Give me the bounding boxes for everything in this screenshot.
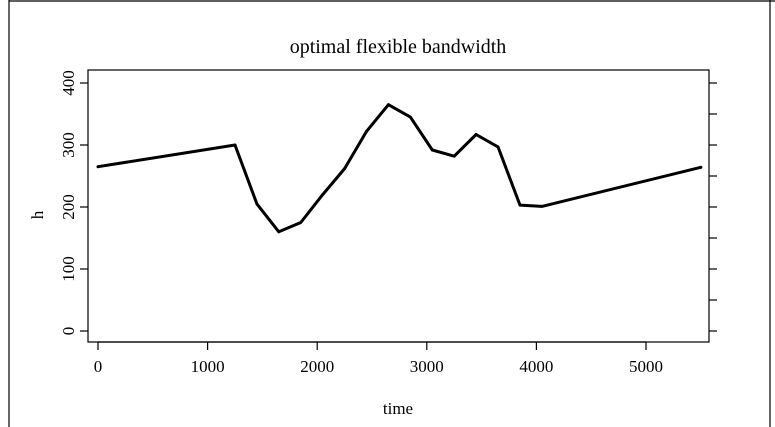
data-point [233,143,237,147]
x-tick-label: 5000 [629,357,663,376]
data-point [518,203,522,207]
data-point [408,115,412,119]
data-point [343,167,346,170]
data-point [321,193,325,197]
y-tick-label: 400 [59,70,78,96]
data-point [540,204,544,208]
x-tick-label: 3000 [410,357,444,376]
y-tick-label: 0 [59,327,78,336]
x-axis: 0 1000 2000 3000 4000 5000 [94,341,663,376]
y-tick-label: 100 [59,256,78,282]
data-point [699,165,703,169]
data-point [387,103,390,107]
x-tick-label: 2000 [300,357,334,376]
y-tick-label: 300 [59,132,78,158]
data-point [430,148,434,152]
y-axis-right-ticks [709,82,717,332]
series-line [96,103,703,234]
series-layer [96,103,703,234]
y-tick-label: 200 [59,194,78,220]
x-tick-label: 0 [94,357,103,376]
x-axis-label: time [383,399,413,418]
y-axis: 0 100 200 300 400 [59,70,88,335]
x-tick-label: 1000 [191,357,225,376]
data-point [277,230,281,234]
y-axis-label: h [28,210,47,219]
data-point [452,154,456,158]
data-point [474,133,478,136]
data-point [496,145,500,149]
chart-title: optimal flexible bandwidth [290,36,507,58]
data-point [365,129,368,133]
data-point [299,221,303,224]
data-point [96,165,100,169]
data-point [255,202,259,206]
x-tick-label: 4000 [519,357,553,376]
